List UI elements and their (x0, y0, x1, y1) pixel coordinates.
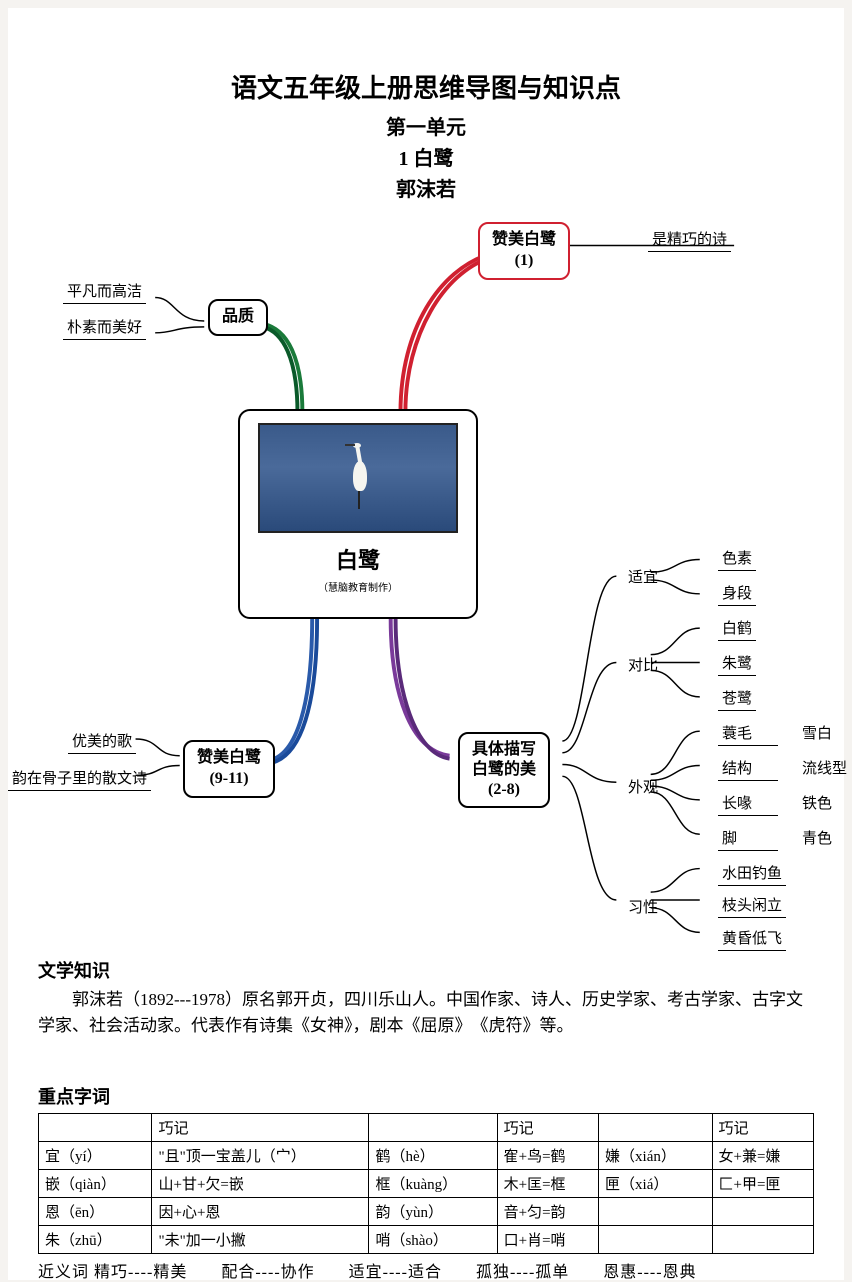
page-header: 语文五年级上册思维导图与知识点 第一单元 1 白鹭 郭沫若 (8, 8, 844, 202)
group-duibi: 对比 (628, 654, 658, 675)
group-waiguan: 外观 (628, 776, 658, 797)
leaf: 脚 (718, 827, 778, 851)
leaf: 黄昏低飞 (718, 927, 786, 951)
node-sub: (1) (515, 252, 534, 269)
group-shiyi: 适宜 (628, 566, 658, 587)
leaf: 身段 (718, 582, 756, 606)
leaf-q2: 朴素而美好 (63, 316, 146, 340)
table-row: 巧记 巧记 巧记 (39, 1114, 814, 1142)
egret-image (258, 423, 458, 533)
center-title: 白鹭 (252, 543, 464, 575)
table-row: 恩（ēn）因+心+恩韵（yùn）音+匀=韵 (39, 1198, 814, 1226)
lesson: 1 白鹭 (8, 142, 844, 171)
leaf: 朱鹭 (718, 652, 756, 676)
synonyms-label: 近义词 (38, 1264, 89, 1281)
mindmap: 赞美白鹭 (1) 是精巧的诗 品质 平凡而高洁 朴素而美好 白鹭 （慧脑教育制作… (8, 204, 844, 964)
node-label: 赞美白鹭 (492, 231, 556, 248)
synonyms-pairs: 精巧----精美 配合----协作 适宜----适合 孤独----孤单 恩惠--… (94, 1264, 697, 1281)
th (599, 1114, 712, 1142)
leaf: 色素 (718, 547, 756, 571)
literary-knowledge: 文学知识 郭沫若（1892---1978）原名郭开贞，四川乐山人。中国作家、诗人… (38, 958, 814, 1038)
literary-body: 郭沫若（1892---1978）原名郭开贞，四川乐山人。中国作家、诗人、历史学家… (38, 987, 814, 1038)
title: 语文五年级上册思维导图与知识点 (8, 68, 844, 105)
th (39, 1114, 152, 1142)
leaf: 枝头闲立 (718, 894, 786, 918)
leaf-detail: 流线型 (798, 757, 851, 780)
leaf: 苍鹭 (718, 687, 756, 711)
th (369, 1114, 497, 1142)
table-row: 宜（yí）"且"顶一宝盖儿（宀）鹤（hè）隺+鸟=鹤嫌（xián）女+兼=嫌 (39, 1142, 814, 1170)
leaf-detail: 青色 (798, 827, 836, 850)
leaf: 长喙 (718, 792, 778, 816)
leaf-q1: 平凡而高洁 (63, 280, 146, 304)
node-label: 具体描写白鹭的美 (472, 741, 536, 778)
node-sub: (2-8) (488, 781, 520, 798)
th: 巧记 (152, 1114, 369, 1142)
node-beauty: 具体描写白鹭的美 (2-8) (458, 732, 550, 808)
vocab-table: 巧记 巧记 巧记 宜（yí）"且"顶一宝盖儿（宀）鹤（hè）隺+鸟=鹤嫌（xiá… (38, 1113, 814, 1254)
vocab-section: 重点字词 巧记 巧记 巧记 宜（yí）"且"顶一宝盖儿（宀）鹤（hè）隺+鸟=鹤… (38, 1083, 814, 1282)
literary-heading: 文学知识 (38, 958, 814, 985)
table-row: 嵌（qiàn）山+甘+欠=嵌框（kuàng）木+匡=框匣（xiá）匚+甲=匣 (39, 1170, 814, 1198)
leaf-prose: 韵在骨子里的散文诗 (8, 767, 151, 791)
synonyms: 近义词 精巧----精美 配合----协作 适宜----适合 孤独----孤单 … (38, 1258, 814, 1282)
group-xixing: 习性 (628, 896, 658, 917)
leaf-song: 优美的歌 (68, 730, 136, 754)
leaf-detail: 雪白 (798, 722, 836, 745)
unit: 第一单元 (8, 111, 844, 140)
th: 巧记 (712, 1114, 813, 1142)
center-node: 白鹭 （慧脑教育制作） (238, 409, 478, 619)
leaf-poem: 是精巧的诗 (648, 228, 731, 252)
node-sub: (9-11) (209, 770, 248, 787)
leaf: 水田钓鱼 (718, 862, 786, 886)
table-row: 朱（zhū）"未"加一小撇哨（shào）口+肖=哨 (39, 1226, 814, 1254)
leaf: 白鹤 (718, 617, 756, 641)
node-praise-1: 赞美白鹭 (1) (478, 222, 570, 280)
node-quality: 品质 (208, 299, 268, 336)
leaf: 结构 (718, 757, 778, 781)
leaf: 蓑毛 (718, 722, 778, 746)
author: 郭沫若 (8, 173, 844, 202)
leaf-detail: 铁色 (798, 792, 836, 815)
node-praise-911: 赞美白鹭 (9-11) (183, 740, 275, 798)
node-label: 品质 (222, 308, 254, 325)
center-credit: （慧脑教育制作） (252, 579, 464, 594)
th: 巧记 (497, 1114, 598, 1142)
node-label: 赞美白鹭 (197, 749, 261, 766)
vocab-heading: 重点字词 (38, 1083, 814, 1109)
